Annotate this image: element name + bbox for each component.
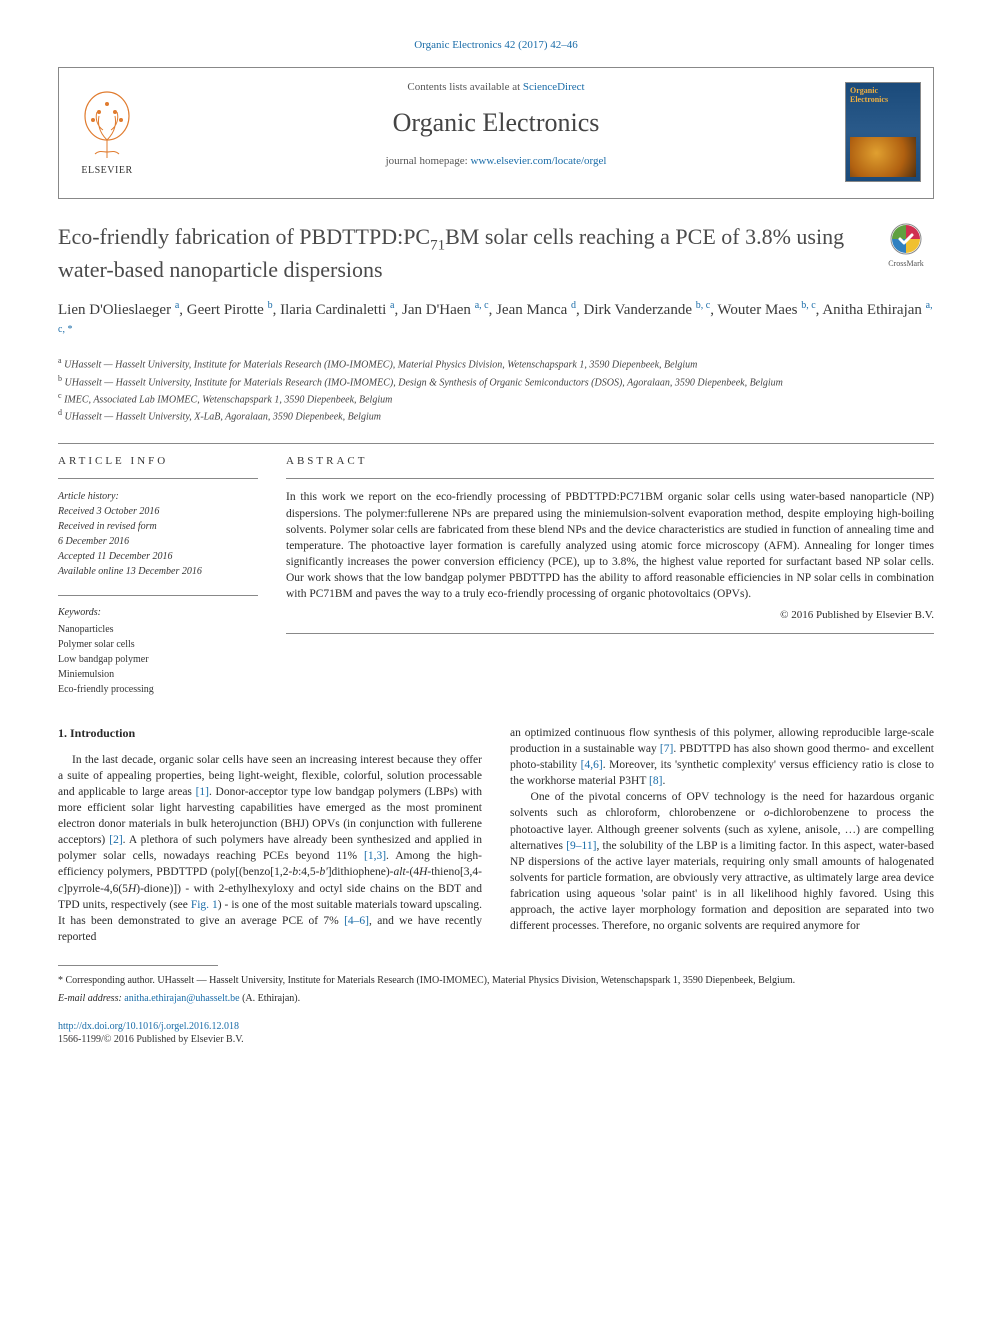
journal-reference: Organic Electronics 42 (2017) 42–46 xyxy=(58,38,934,53)
keyword: Nanoparticles xyxy=(58,622,258,637)
author-sup[interactable]: b, c xyxy=(801,300,815,311)
footer-rule xyxy=(58,965,218,966)
body-columns: 1. Introduction In the last decade, orga… xyxy=(58,725,934,945)
author: Ilaria Cardinaletti a xyxy=(280,302,394,318)
abstract-text: In this work we report on the eco-friend… xyxy=(286,489,934,602)
history-line: Accepted 11 December 2016 xyxy=(58,549,258,564)
author: Jean Manca d xyxy=(496,302,576,318)
footer: * Corresponding author. UHasselt — Hasse… xyxy=(58,974,934,1006)
info-abstract-row: ARTICLE INFO Article history: Received 3… xyxy=(58,454,934,697)
abstract-column: ABSTRACT In this work we report on the e… xyxy=(286,454,934,697)
abstract-copyright: © 2016 Published by Elsevier B.V. xyxy=(286,608,934,623)
author-sup[interactable]: b xyxy=(268,300,273,311)
page: Organic Electronics 42 (2017) 42–46 ELSE… xyxy=(0,0,992,1077)
elsevier-label: ELSEVIER xyxy=(81,164,132,178)
author: Geert Pirotte b xyxy=(187,302,273,318)
corresponding-author: * Corresponding author. UHasselt — Hasse… xyxy=(58,974,934,988)
author-list: Lien D'Olieslaeger a, Geert Pirotte b, I… xyxy=(58,298,934,345)
title-sub: 71 xyxy=(430,237,445,253)
body-column-right: an optimized continuous flow synthesis o… xyxy=(510,725,934,945)
keywords-rule xyxy=(58,595,258,596)
author: Jan D'Haen a, c xyxy=(402,302,489,318)
author: Wouter Maes b, c xyxy=(717,302,815,318)
journal-cover-thumbnail: Organic Electronics xyxy=(845,82,921,182)
rule-top xyxy=(58,443,934,444)
doi-line: http://dx.doi.org/10.1016/j.orgel.2016.1… xyxy=(58,1020,934,1034)
abstract-rule-bottom xyxy=(286,633,934,634)
cover-image xyxy=(850,137,916,177)
keyword: Eco-friendly processing xyxy=(58,682,258,697)
abstract-label: ABSTRACT xyxy=(286,454,934,469)
author: Lien D'Olieslaeger a xyxy=(58,302,179,318)
email-label: E-mail address: xyxy=(58,993,124,1004)
affiliation: d UHasselt — Hasselt University, X-LaB, … xyxy=(58,407,934,424)
affiliation: c IMEC, Associated Lab IMOMEC, Wetenscha… xyxy=(58,390,934,407)
article-info-column: ARTICLE INFO Article history: Received 3… xyxy=(58,454,258,697)
affiliation-list: a UHasselt — Hasselt University, Institu… xyxy=(58,355,934,424)
info-rule xyxy=(58,478,258,479)
keyword: Polymer solar cells xyxy=(58,637,258,652)
email-link[interactable]: anitha.ethirajan@uhasselt.be xyxy=(124,993,239,1004)
affiliation: b UHasselt — Hasselt University, Institu… xyxy=(58,373,934,390)
crossmark-icon xyxy=(890,223,922,255)
history-line: 6 December 2016 xyxy=(58,534,258,549)
author: Dirk Vanderzande b, c xyxy=(584,302,711,318)
email-suffix: (A. Ethirajan). xyxy=(240,993,301,1004)
crossmark-label: CrossMark xyxy=(878,259,934,270)
intro-para-right: an optimized continuous flow synthesis o… xyxy=(510,725,934,934)
abstract-rule xyxy=(286,478,934,479)
history-label: Article history: xyxy=(58,489,258,504)
author-sup[interactable]: a xyxy=(390,300,394,311)
crossmark-badge[interactable]: CrossMark xyxy=(878,223,934,270)
doi-link[interactable]: http://dx.doi.org/10.1016/j.orgel.2016.1… xyxy=(58,1021,239,1032)
sciencedirect-link[interactable]: ScienceDirect xyxy=(523,81,585,93)
journal-name: Organic Electronics xyxy=(73,105,919,140)
contents-prefix: Contents lists available at xyxy=(407,81,522,93)
article-history: Article history: Received 3 October 2016… xyxy=(58,489,258,579)
author-sup[interactable]: a, c xyxy=(475,300,489,311)
author-sup[interactable]: b, c xyxy=(696,300,710,311)
article-info-label: ARTICLE INFO xyxy=(58,454,258,469)
article-title: Eco-friendly fabrication of PBDTTPD:PC71… xyxy=(58,223,878,284)
elsevier-tree-icon xyxy=(77,90,137,162)
contents-line: Contents lists available at ScienceDirec… xyxy=(73,80,919,95)
homepage-link[interactable]: www.elsevier.com/locate/orgel xyxy=(470,155,606,167)
author-sup[interactable]: a xyxy=(175,300,179,311)
homepage-prefix: journal homepage: xyxy=(386,155,471,167)
history-line: Available online 13 December 2016 xyxy=(58,564,258,579)
homepage-line: journal homepage: www.elsevier.com/locat… xyxy=(73,154,919,169)
journal-ref-link[interactable]: Organic Electronics 42 (2017) 42–46 xyxy=(414,39,578,51)
keywords-list: NanoparticlesPolymer solar cellsLow band… xyxy=(58,622,258,697)
author-sup[interactable]: d xyxy=(571,300,576,311)
cover-title: Organic Electronics xyxy=(850,87,916,105)
elsevier-logo: ELSEVIER xyxy=(71,82,143,178)
keyword: Miniemulsion xyxy=(58,667,258,682)
title-pre: Eco-friendly fabrication of PBDTTPD:PC xyxy=(58,224,430,249)
journal-header-box: ELSEVIER Contents lists available at Sci… xyxy=(58,67,934,199)
history-line: Received 3 October 2016 xyxy=(58,504,258,519)
intro-para-left: In the last decade, organic solar cells … xyxy=(58,752,482,945)
intro-heading: 1. Introduction xyxy=(58,725,482,742)
keywords-label: Keywords: xyxy=(58,606,258,620)
title-row: Eco-friendly fabrication of PBDTTPD:PC71… xyxy=(58,223,934,284)
history-line: Received in revised form xyxy=(58,519,258,534)
issn-line: 1566-1199/© 2016 Published by Elsevier B… xyxy=(58,1033,934,1047)
keyword: Low bandgap polymer xyxy=(58,652,258,667)
body-column-left: 1. Introduction In the last decade, orga… xyxy=(58,725,482,945)
affiliation: a UHasselt — Hasselt University, Institu… xyxy=(58,355,934,372)
email-line: E-mail address: anitha.ethirajan@uhassel… xyxy=(58,992,934,1006)
